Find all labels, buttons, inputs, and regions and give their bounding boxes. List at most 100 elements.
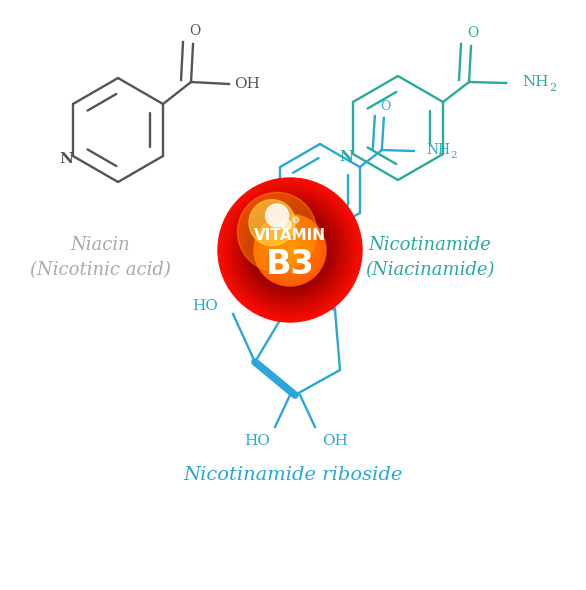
Circle shape — [250, 210, 330, 290]
Circle shape — [253, 214, 326, 287]
Circle shape — [236, 196, 344, 304]
Circle shape — [265, 225, 315, 275]
Circle shape — [276, 236, 304, 264]
Circle shape — [236, 195, 345, 304]
Circle shape — [280, 240, 300, 260]
Circle shape — [249, 199, 295, 245]
Text: (Niacinamide): (Niacinamide) — [365, 261, 495, 279]
Circle shape — [285, 245, 295, 255]
Circle shape — [270, 230, 311, 270]
Circle shape — [228, 188, 352, 312]
Circle shape — [243, 202, 338, 297]
Circle shape — [240, 199, 340, 300]
Circle shape — [250, 211, 329, 290]
Circle shape — [227, 188, 352, 312]
Circle shape — [223, 183, 357, 317]
Text: ⊕: ⊕ — [326, 235, 334, 244]
Circle shape — [274, 234, 306, 266]
Text: N: N — [59, 152, 73, 166]
Circle shape — [247, 208, 333, 293]
Circle shape — [271, 231, 309, 269]
Text: NH: NH — [522, 75, 548, 89]
Circle shape — [233, 193, 347, 307]
Circle shape — [231, 191, 349, 309]
Text: O: O — [381, 100, 391, 113]
Text: N: N — [339, 150, 353, 164]
Circle shape — [220, 180, 360, 320]
Circle shape — [254, 214, 326, 286]
Circle shape — [260, 219, 321, 281]
Circle shape — [247, 207, 333, 293]
Circle shape — [277, 237, 303, 263]
Text: NH: NH — [427, 143, 451, 157]
Circle shape — [258, 218, 322, 283]
Text: 2: 2 — [549, 83, 556, 93]
Circle shape — [285, 245, 295, 255]
Circle shape — [225, 185, 355, 315]
Circle shape — [268, 228, 312, 272]
Circle shape — [274, 234, 306, 266]
Circle shape — [261, 221, 319, 279]
Circle shape — [273, 233, 307, 267]
Circle shape — [244, 204, 336, 296]
Circle shape — [293, 217, 299, 223]
Circle shape — [263, 223, 317, 277]
Text: Niacin: Niacin — [70, 236, 130, 254]
Text: O: O — [189, 24, 200, 38]
Circle shape — [227, 187, 353, 313]
Text: 2: 2 — [450, 150, 456, 159]
Circle shape — [277, 237, 302, 263]
Circle shape — [219, 179, 362, 322]
Circle shape — [237, 196, 343, 303]
Circle shape — [232, 192, 348, 308]
Circle shape — [283, 243, 297, 257]
Circle shape — [266, 226, 314, 274]
Circle shape — [267, 227, 314, 273]
Text: HO: HO — [244, 434, 270, 448]
Circle shape — [218, 178, 362, 322]
Circle shape — [272, 232, 308, 267]
Circle shape — [280, 240, 299, 260]
Circle shape — [267, 227, 313, 273]
Circle shape — [246, 206, 334, 294]
Text: Nicotinamide: Nicotinamide — [369, 236, 492, 254]
Circle shape — [275, 235, 304, 264]
Circle shape — [282, 241, 298, 258]
Text: B3: B3 — [265, 248, 314, 281]
Circle shape — [269, 229, 311, 271]
Circle shape — [254, 215, 325, 286]
Circle shape — [255, 215, 325, 285]
Circle shape — [257, 217, 323, 283]
Text: OH: OH — [322, 434, 348, 448]
Circle shape — [241, 201, 339, 299]
Circle shape — [240, 200, 340, 300]
Circle shape — [242, 202, 338, 298]
Text: HO: HO — [192, 299, 218, 313]
Circle shape — [219, 179, 361, 321]
Text: O: O — [278, 280, 288, 293]
Circle shape — [284, 244, 296, 256]
Circle shape — [233, 192, 347, 307]
Circle shape — [259, 219, 321, 281]
Circle shape — [226, 186, 354, 314]
Circle shape — [278, 238, 302, 262]
Circle shape — [288, 248, 292, 252]
Text: O: O — [468, 26, 479, 40]
Circle shape — [229, 189, 351, 311]
Circle shape — [264, 224, 316, 276]
Circle shape — [263, 222, 318, 278]
Circle shape — [248, 208, 332, 292]
Circle shape — [268, 228, 312, 271]
Text: OH: OH — [234, 77, 260, 91]
Circle shape — [270, 230, 310, 270]
Circle shape — [281, 220, 291, 230]
Circle shape — [284, 244, 297, 257]
Circle shape — [235, 195, 345, 305]
Circle shape — [282, 242, 298, 258]
Text: N: N — [312, 239, 325, 253]
Circle shape — [234, 194, 346, 306]
Circle shape — [256, 216, 324, 284]
Circle shape — [246, 205, 335, 294]
Circle shape — [231, 191, 349, 309]
Circle shape — [239, 199, 341, 301]
